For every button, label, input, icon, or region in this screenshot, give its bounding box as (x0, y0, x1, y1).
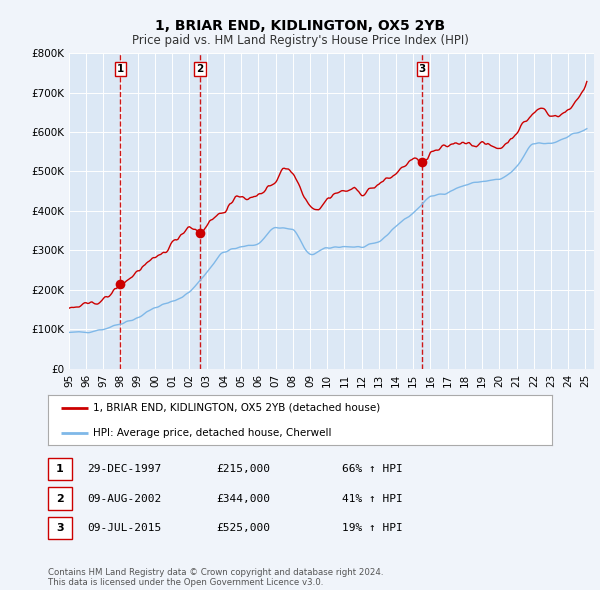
Text: 1: 1 (56, 464, 64, 474)
1, BRIAR END, KIDLINGTON, OX5 2YB (detached house) (451, 139, 458, 146)
Text: 66% ↑ HPI: 66% ↑ HPI (342, 464, 403, 474)
1, BRIAR END, KIDLINGTON, OX5 2YB (detached house) (448, 140, 455, 148)
HPI: Average price, detached house, Cherwell: (2.02e+03, 4.53e+05): Average price, detached house, Cherwell:… (450, 186, 457, 194)
HPI: Average price, detached house, Cherwell: (2.01e+03, 3.13e+05): Average price, detached house, Cherwell:… (246, 242, 253, 249)
1, BRIAR END, KIDLINGTON, OX5 2YB (detached house) (245, 196, 252, 203)
HPI: Average price, detached house, Cherwell: (2.01e+03, 3.08e+05): Average price, detached house, Cherwell:… (335, 244, 342, 251)
Text: 41% ↑ HPI: 41% ↑ HPI (342, 494, 403, 503)
HPI: Average price, detached house, Cherwell: (2.02e+03, 4.57e+05): Average price, detached house, Cherwell:… (452, 185, 460, 192)
HPI: Average price, detached house, Cherwell: (2.02e+03, 4.42e+05): Average price, detached house, Cherwell:… (440, 191, 447, 198)
HPI: Average price, detached house, Cherwell: (2e+03, 9.21e+04): Average price, detached house, Cherwell:… (65, 329, 73, 336)
Text: 1, BRIAR END, KIDLINGTON, OX5 2YB (detached house): 1, BRIAR END, KIDLINGTON, OX5 2YB (detac… (94, 403, 380, 413)
HPI: Average price, detached house, Cherwell: (2e+03, 9.14e+04): Average price, detached house, Cherwell:… (84, 329, 91, 336)
Text: HPI: Average price, detached house, Cherwell: HPI: Average price, detached house, Cher… (94, 428, 332, 438)
Text: 19% ↑ HPI: 19% ↑ HPI (342, 523, 403, 533)
Text: 1, BRIAR END, KIDLINGTON, OX5 2YB: 1, BRIAR END, KIDLINGTON, OX5 2YB (155, 19, 445, 34)
Text: 09-AUG-2002: 09-AUG-2002 (87, 494, 161, 503)
Text: 29-DEC-1997: 29-DEC-1997 (87, 464, 161, 474)
1, BRIAR END, KIDLINGTON, OX5 2YB (detached house) (334, 189, 341, 196)
Text: Contains HM Land Registry data © Crown copyright and database right 2024.
This d: Contains HM Land Registry data © Crown c… (48, 568, 383, 587)
Line: HPI: Average price, detached house, Cherwell: HPI: Average price, detached house, Cher… (69, 129, 587, 333)
Text: 3: 3 (56, 523, 64, 533)
1, BRIAR END, KIDLINGTON, OX5 2YB (detached house) (65, 304, 73, 312)
Text: 09-JUL-2015: 09-JUL-2015 (87, 523, 161, 533)
Text: Price paid vs. HM Land Registry's House Price Index (HPI): Price paid vs. HM Land Registry's House … (131, 34, 469, 47)
Text: £525,000: £525,000 (216, 523, 270, 533)
Text: 2: 2 (196, 64, 203, 74)
HPI: Average price, detached house, Cherwell: (2.02e+03, 5.21e+05): Average price, detached house, Cherwell:… (516, 159, 523, 166)
Text: 1: 1 (117, 64, 124, 74)
HPI: Average price, detached house, Cherwell: (2.03e+03, 6.08e+05): Average price, detached house, Cherwell:… (583, 125, 590, 132)
Text: 2: 2 (56, 494, 64, 503)
Text: £215,000: £215,000 (216, 464, 270, 474)
1, BRIAR END, KIDLINGTON, OX5 2YB (detached house) (583, 78, 590, 85)
1, BRIAR END, KIDLINGTON, OX5 2YB (detached house) (514, 129, 521, 136)
Text: £344,000: £344,000 (216, 494, 270, 503)
Line: 1, BRIAR END, KIDLINGTON, OX5 2YB (detached house): 1, BRIAR END, KIDLINGTON, OX5 2YB (detac… (69, 81, 587, 308)
1, BRIAR END, KIDLINGTON, OX5 2YB (detached house) (439, 142, 446, 149)
Text: 3: 3 (419, 64, 426, 74)
